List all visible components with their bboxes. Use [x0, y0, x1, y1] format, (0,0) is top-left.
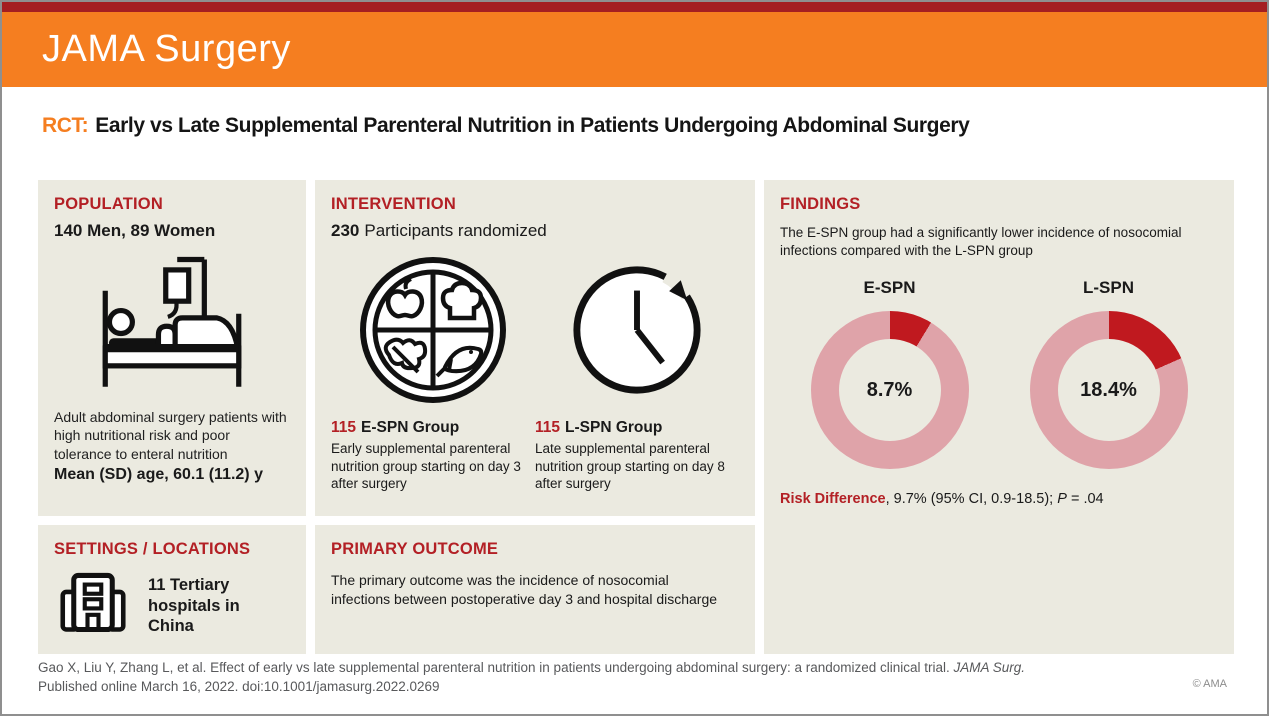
espn-count: 115: [331, 419, 357, 436]
population-age: Mean (SD) age, 60.1 (11.2) y: [54, 466, 263, 484]
espn-name: E-SPN Group: [361, 419, 460, 436]
lspn-group: 115 L-SPN Group Late supplemental parente…: [535, 255, 739, 493]
findings-summary: The E-SPN group had a significantly lowe…: [780, 225, 1182, 259]
espn-donut-label: E-SPN: [863, 278, 916, 298]
lspn-donut-block: L-SPN 18.4%: [999, 278, 1218, 470]
p-symbol: P: [1057, 491, 1067, 508]
findings-heading: FINDINGS: [780, 195, 861, 213]
lspn-donut-value: 18.4%: [1080, 378, 1137, 401]
risk-difference-line: Risk Difference, 9.7% (95% CI, 0.9-18.5)…: [780, 491, 1218, 507]
panel-grid: POPULATION 140 Men, 89 Women: [38, 180, 1234, 654]
clock-rotation-icon: [535, 255, 739, 407]
journal-title: JAMA Surgery: [42, 28, 291, 70]
population-heading: POPULATION: [54, 195, 163, 213]
findings-panel: FINDINGS The E-SPN group had a significa…: [764, 180, 1234, 654]
randomized-count: 230: [331, 221, 360, 240]
settings-text: 11 Tertiary hospitals in China: [148, 576, 240, 636]
population-description: Adult abdominal surgery patients with hi…: [54, 409, 287, 462]
lspn-name: L-SPN Group: [565, 419, 663, 436]
lspn-donut-chart: 18.4%: [1029, 311, 1188, 470]
food-plate-icon: [331, 255, 535, 407]
population-panel: POPULATION 140 Men, 89 Women: [38, 180, 306, 516]
lspn-group-title: 115 L-SPN Group: [535, 419, 739, 437]
population-count: 140 Men, 89 Women: [54, 221, 216, 240]
lspn-donut-label: L-SPN: [1083, 278, 1134, 298]
patient-in-bed-icon: [99, 256, 245, 393]
hospital-icon: [60, 571, 126, 638]
espn-group-title: 115 E-SPN Group: [331, 419, 535, 437]
citation-line2: Published online March 16, 2022. doi:10.…: [38, 678, 440, 694]
abstract-title-text: Early vs Late Supplemental Parenteral Nu…: [95, 114, 970, 137]
citation-text: Gao X, Liu Y, Zhang L, et al. Effect of …: [38, 660, 954, 675]
primary-outcome-text: The primary outcome was the incidence of…: [331, 572, 718, 607]
risk-difference-value: , 9.7% (95% CI, 0.9-18.5);: [885, 491, 1058, 508]
p-value: = .04: [1066, 491, 1104, 508]
espn-donut-value: 8.7%: [866, 378, 913, 401]
settings-heading: SETTINGS / LOCATIONS: [54, 540, 251, 558]
espn-donut-chart: 8.7%: [810, 311, 969, 470]
espn-description: Early supplemental parenteral nutrition …: [331, 441, 521, 492]
randomized-count-line: 230 Participants randomized: [331, 221, 739, 241]
citation-footer: Gao X, Liu Y, Zhang L, et al. Effect of …: [38, 659, 1188, 697]
top-accent-strip: [2, 2, 1267, 12]
citation-journal: JAMA Surg.: [953, 660, 1026, 675]
intervention-heading: INTERVENTION: [331, 195, 456, 213]
intervention-panel: INTERVENTION 230 Participants randomized: [315, 180, 755, 516]
masthead: JAMA Surgery: [2, 12, 1267, 87]
settings-panel: SETTINGS / LOCATIONS 11 Tertiary hospita…: [38, 525, 306, 654]
study-type-tag: RCT:: [42, 114, 89, 137]
espn-group: 115 E-SPN Group Early supplemental parent…: [331, 255, 535, 493]
donut-charts: E-SPN 8.7% L-SPN 18.4%: [780, 278, 1218, 470]
lspn-count: 115: [535, 419, 561, 436]
primary-outcome-heading: PRIMARY OUTCOME: [331, 540, 499, 558]
lspn-description: Late supplemental parenteral nutrition g…: [535, 441, 725, 492]
espn-donut-block: E-SPN 8.7%: [780, 278, 999, 470]
primary-outcome-panel: PRIMARY OUTCOME The primary outcome was …: [315, 525, 755, 654]
randomized-caption: Participants randomized: [364, 221, 547, 240]
abstract-title: RCT: Early vs Late Supplemental Parentera…: [42, 114, 1232, 138]
copyright-notice: © AMA: [1192, 678, 1227, 690]
risk-difference-label: Risk Difference: [780, 491, 886, 508]
